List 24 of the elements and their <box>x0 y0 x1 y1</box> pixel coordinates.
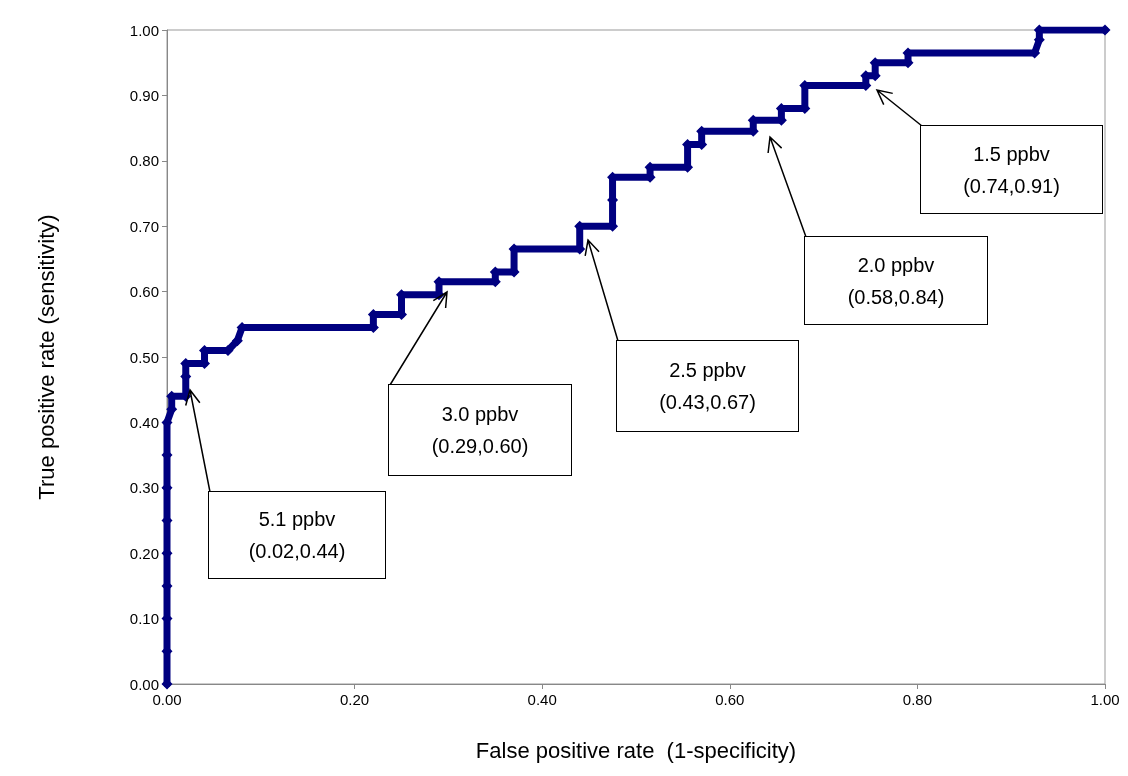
callout-box: 5.1 ppbv (0.02,0.44) <box>208 491 386 579</box>
x-tick-label: 0.80 <box>902 691 932 708</box>
x-axis-title: False positive rate (1-specificity) <box>475 737 797 763</box>
callout-box: 1.5 ppbv (0.74,0.91) <box>920 125 1103 214</box>
y-tick-label: 0.90 <box>129 86 159 104</box>
y-tick-label: 0.80 <box>129 152 159 170</box>
callout-box: 2.5 ppbv (0.43,0.67) <box>616 340 799 432</box>
y-tick-label: 0.70 <box>129 217 159 235</box>
x-tick-label: 0.60 <box>715 691 745 708</box>
y-axis-title: True positive rate (sensitivity) <box>33 214 59 500</box>
y-tick-label: 0.30 <box>129 479 159 497</box>
callout-box: 3.0 ppbv (0.29,0.60) <box>388 384 572 476</box>
y-tick-label: 0.20 <box>129 544 159 562</box>
y-tick-label: 0.60 <box>129 283 159 301</box>
callout-box: 2.0 ppbv (0.58,0.84) <box>804 236 988 325</box>
y-tick-label: 0.00 <box>129 675 159 693</box>
y-tick-label: 0.10 <box>129 610 159 628</box>
x-tick-label: 0.40 <box>527 691 557 708</box>
x-tick-label: 0.20 <box>340 691 370 708</box>
y-tick-label: 0.50 <box>129 348 159 366</box>
x-tick-label: 1.00 <box>1090 691 1120 708</box>
x-tick-label: 0.00 <box>152 691 182 708</box>
y-tick-label: 1.00 <box>129 21 159 39</box>
y-tick-label: 0.40 <box>129 413 159 431</box>
